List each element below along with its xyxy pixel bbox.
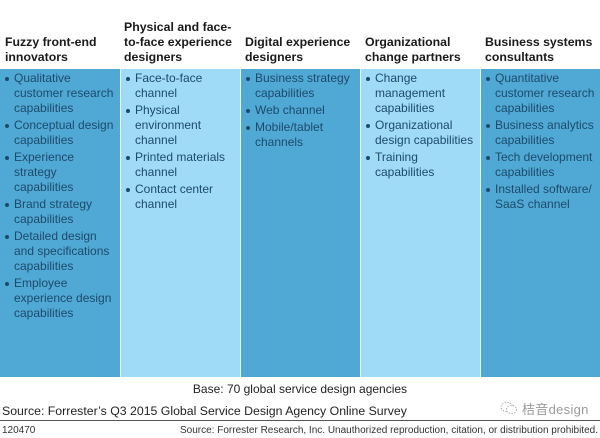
rights-notice: Source: Forrester Research, Inc. Unautho… — [180, 425, 598, 436]
item-text: Web channel — [255, 103, 325, 117]
item-text: Physical environment channel — [135, 103, 202, 147]
item-text: Face-to-face channel — [135, 71, 203, 100]
bullet-icon — [246, 109, 250, 113]
item-text: Business strategy capabilities — [255, 71, 350, 100]
list-item: Business strategy capabilities — [245, 71, 357, 101]
wechat-logo-icon — [500, 401, 517, 414]
column-body: Change management capabilities Organizat… — [360, 69, 480, 377]
capability-list: Business strategy capabilities Web chann… — [245, 71, 357, 150]
bullet-icon — [126, 156, 130, 160]
item-text: Conceptual design capabilities — [14, 118, 114, 147]
column-digital-experience-designers: Digital experience designers Business st… — [240, 0, 360, 377]
capability-list: Change management capabilities Organizat… — [365, 71, 477, 180]
footer-divider — [0, 420, 600, 421]
bullet-icon — [486, 77, 490, 81]
list-item: Training capabilities — [365, 150, 477, 180]
column-body: Business strategy capabilities Web chann… — [240, 69, 360, 377]
list-item: Business analytics capabilities — [485, 118, 597, 148]
list-item: Quantitative customer research capabilit… — [485, 71, 597, 116]
list-item: Web channel — [245, 103, 357, 118]
watermark-text: 桔音design — [522, 401, 589, 417]
watermark: 桔音design — [500, 398, 596, 418]
capability-list: Quantitative customer research capabilit… — [485, 71, 597, 212]
capability-list: Qualitative customer research capabiliti… — [4, 71, 117, 321]
item-text: Detailed design and specifications capab… — [14, 229, 110, 273]
bullet-icon — [486, 124, 490, 128]
item-text: Printed materials channel — [135, 150, 226, 179]
bullet-icon — [366, 77, 370, 81]
bullet-icon — [126, 77, 130, 81]
column-header: Business systems consultants — [480, 0, 600, 69]
list-item: Printed materials channel — [125, 150, 237, 180]
column-header: Physical and face-to-face experience des… — [120, 0, 240, 69]
item-text: Contact center channel — [135, 182, 214, 211]
list-item: Brand strategy capabilities — [4, 197, 117, 227]
bullet-icon — [126, 188, 130, 192]
list-item: Employee experience design capabilities — [4, 276, 117, 321]
column-body: Qualitative customer research capabiliti… — [0, 69, 120, 377]
item-text: Mobile/tablet channels — [255, 120, 324, 149]
segments-table: Fuzzy front-end innovators Qualitative c… — [0, 0, 600, 377]
item-text: Training capabilities — [375, 150, 435, 179]
figure-id: 120470 — [2, 425, 36, 436]
bullet-icon — [5, 77, 9, 81]
list-item: Experience strategy capabilities — [4, 150, 117, 195]
bullet-icon — [246, 77, 250, 81]
item-text: Experience strategy capabilities — [14, 150, 75, 194]
bullet-icon — [366, 156, 370, 160]
item-text: Installed software/ SaaS channel — [495, 182, 592, 211]
bullet-icon — [5, 282, 9, 286]
column-business-systems-consultants: Business systems consultants Quantitativ… — [480, 0, 600, 377]
bullet-icon — [366, 124, 370, 128]
list-item: Detailed design and specifications capab… — [4, 229, 117, 274]
column-header: Fuzzy front-end innovators — [0, 0, 120, 69]
column-body: Face-to-face channel Physical environmen… — [120, 69, 240, 377]
list-item: Contact center channel — [125, 182, 237, 212]
list-item: Conceptual design capabilities — [4, 118, 117, 148]
source-note: Source: Forrester’s Q3 2015 Global Servi… — [2, 404, 407, 418]
item-text: Quantitative customer research capabilit… — [495, 71, 595, 115]
list-item: Installed software/ SaaS channel — [485, 182, 597, 212]
item-text: Employee experience design capabilities — [14, 276, 112, 320]
bullet-icon — [486, 156, 490, 160]
bullet-icon — [5, 156, 9, 160]
list-item: Change management capabilities — [365, 71, 477, 116]
column-organizational-change-partners: Organizational change partners Change ma… — [360, 0, 480, 377]
bullet-icon — [246, 126, 250, 130]
bullet-icon — [126, 109, 130, 113]
list-item: Qualitative customer research capabiliti… — [4, 71, 117, 116]
list-item: Physical environment channel — [125, 103, 237, 148]
item-text: Organizational design capabilities — [375, 118, 474, 147]
column-body: Quantitative customer research capabilit… — [480, 69, 600, 377]
column-fuzzy-front-end-innovators: Fuzzy front-end innovators Qualitative c… — [0, 0, 120, 377]
bullet-icon — [5, 203, 9, 207]
item-text: Brand strategy capabilities — [14, 197, 93, 226]
column-physical-face-to-face-designers: Physical and face-to-face experience des… — [120, 0, 240, 377]
list-item: Face-to-face channel — [125, 71, 237, 101]
base-note: Base: 70 global service design agencies — [192, 382, 408, 396]
column-header: Organizational change partners — [360, 0, 480, 69]
bullet-icon — [5, 124, 9, 128]
list-item: Mobile/tablet channels — [245, 120, 357, 150]
item-text: Tech development capabilities — [495, 150, 593, 179]
bullet-icon — [486, 188, 490, 192]
item-text: Change management capabilities — [375, 71, 446, 115]
column-header: Digital experience designers — [240, 0, 360, 69]
list-item: Organizational design capabilities — [365, 118, 477, 148]
list-item: Tech development capabilities — [485, 150, 597, 180]
item-text: Business analytics capabilities — [495, 118, 594, 147]
bullet-icon — [5, 235, 9, 239]
capability-list: Face-to-face channel Physical environmen… — [125, 71, 237, 212]
item-text: Qualitative customer research capabiliti… — [14, 71, 114, 115]
